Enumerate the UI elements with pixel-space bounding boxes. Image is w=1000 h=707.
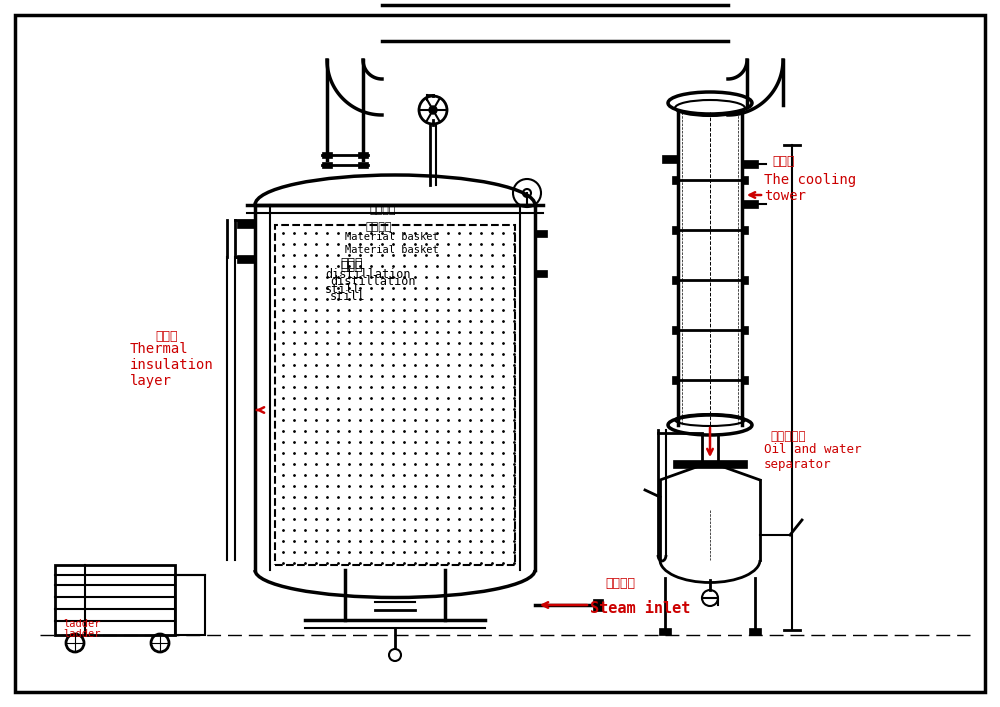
Bar: [749, 628, 761, 635]
Bar: [742, 226, 748, 234]
Text: Material basket: Material basket: [345, 232, 439, 242]
Bar: [742, 176, 748, 184]
Text: 蒸汽进口: 蒸汽进口: [605, 577, 635, 590]
Bar: [593, 599, 603, 611]
Bar: [742, 276, 748, 284]
Bar: [672, 376, 678, 384]
Text: distillation
still: distillation still: [325, 268, 411, 296]
Text: 蒸馏釜: 蒸馏釜: [340, 257, 362, 270]
Bar: [662, 155, 678, 163]
Text: 物料吵笼: 物料吵笼: [365, 222, 392, 232]
Bar: [742, 200, 758, 208]
Text: Oil and water
separator: Oil and water separator: [764, 443, 862, 471]
Bar: [672, 226, 678, 234]
Text: ladder: ladder: [63, 619, 100, 629]
Bar: [237, 220, 255, 228]
Bar: [322, 162, 332, 168]
Text: 冷凝器: 冷凝器: [772, 155, 794, 168]
Bar: [535, 230, 547, 237]
Bar: [237, 255, 255, 263]
Text: distillation
still: distillation still: [330, 275, 416, 303]
Bar: [672, 276, 678, 284]
Text: 油水分离器: 油水分离器: [770, 430, 806, 443]
Bar: [55, 565, 175, 635]
Bar: [275, 225, 515, 565]
Text: Material basket: Material basket: [345, 245, 439, 255]
Bar: [742, 160, 758, 168]
Bar: [322, 152, 332, 158]
Circle shape: [429, 106, 437, 114]
Bar: [742, 376, 748, 384]
Bar: [673, 460, 747, 468]
Text: The cooling
tower: The cooling tower: [764, 173, 856, 203]
Bar: [175, 575, 205, 635]
Bar: [358, 152, 368, 158]
Bar: [742, 326, 748, 334]
Text: 物料吵笼: 物料吵笼: [370, 205, 396, 215]
Text: ladder: ladder: [63, 629, 100, 639]
Text: 保温层: 保温层: [155, 330, 178, 343]
Bar: [672, 326, 678, 334]
Bar: [659, 628, 671, 635]
Text: Steam inlet: Steam inlet: [590, 601, 690, 616]
Text: 蒸馏釜: 蒸馏釜: [340, 260, 362, 273]
Bar: [672, 176, 678, 184]
Text: Thermal
insulation
layer: Thermal insulation layer: [130, 341, 214, 388]
Bar: [535, 270, 547, 277]
Bar: [358, 162, 368, 168]
